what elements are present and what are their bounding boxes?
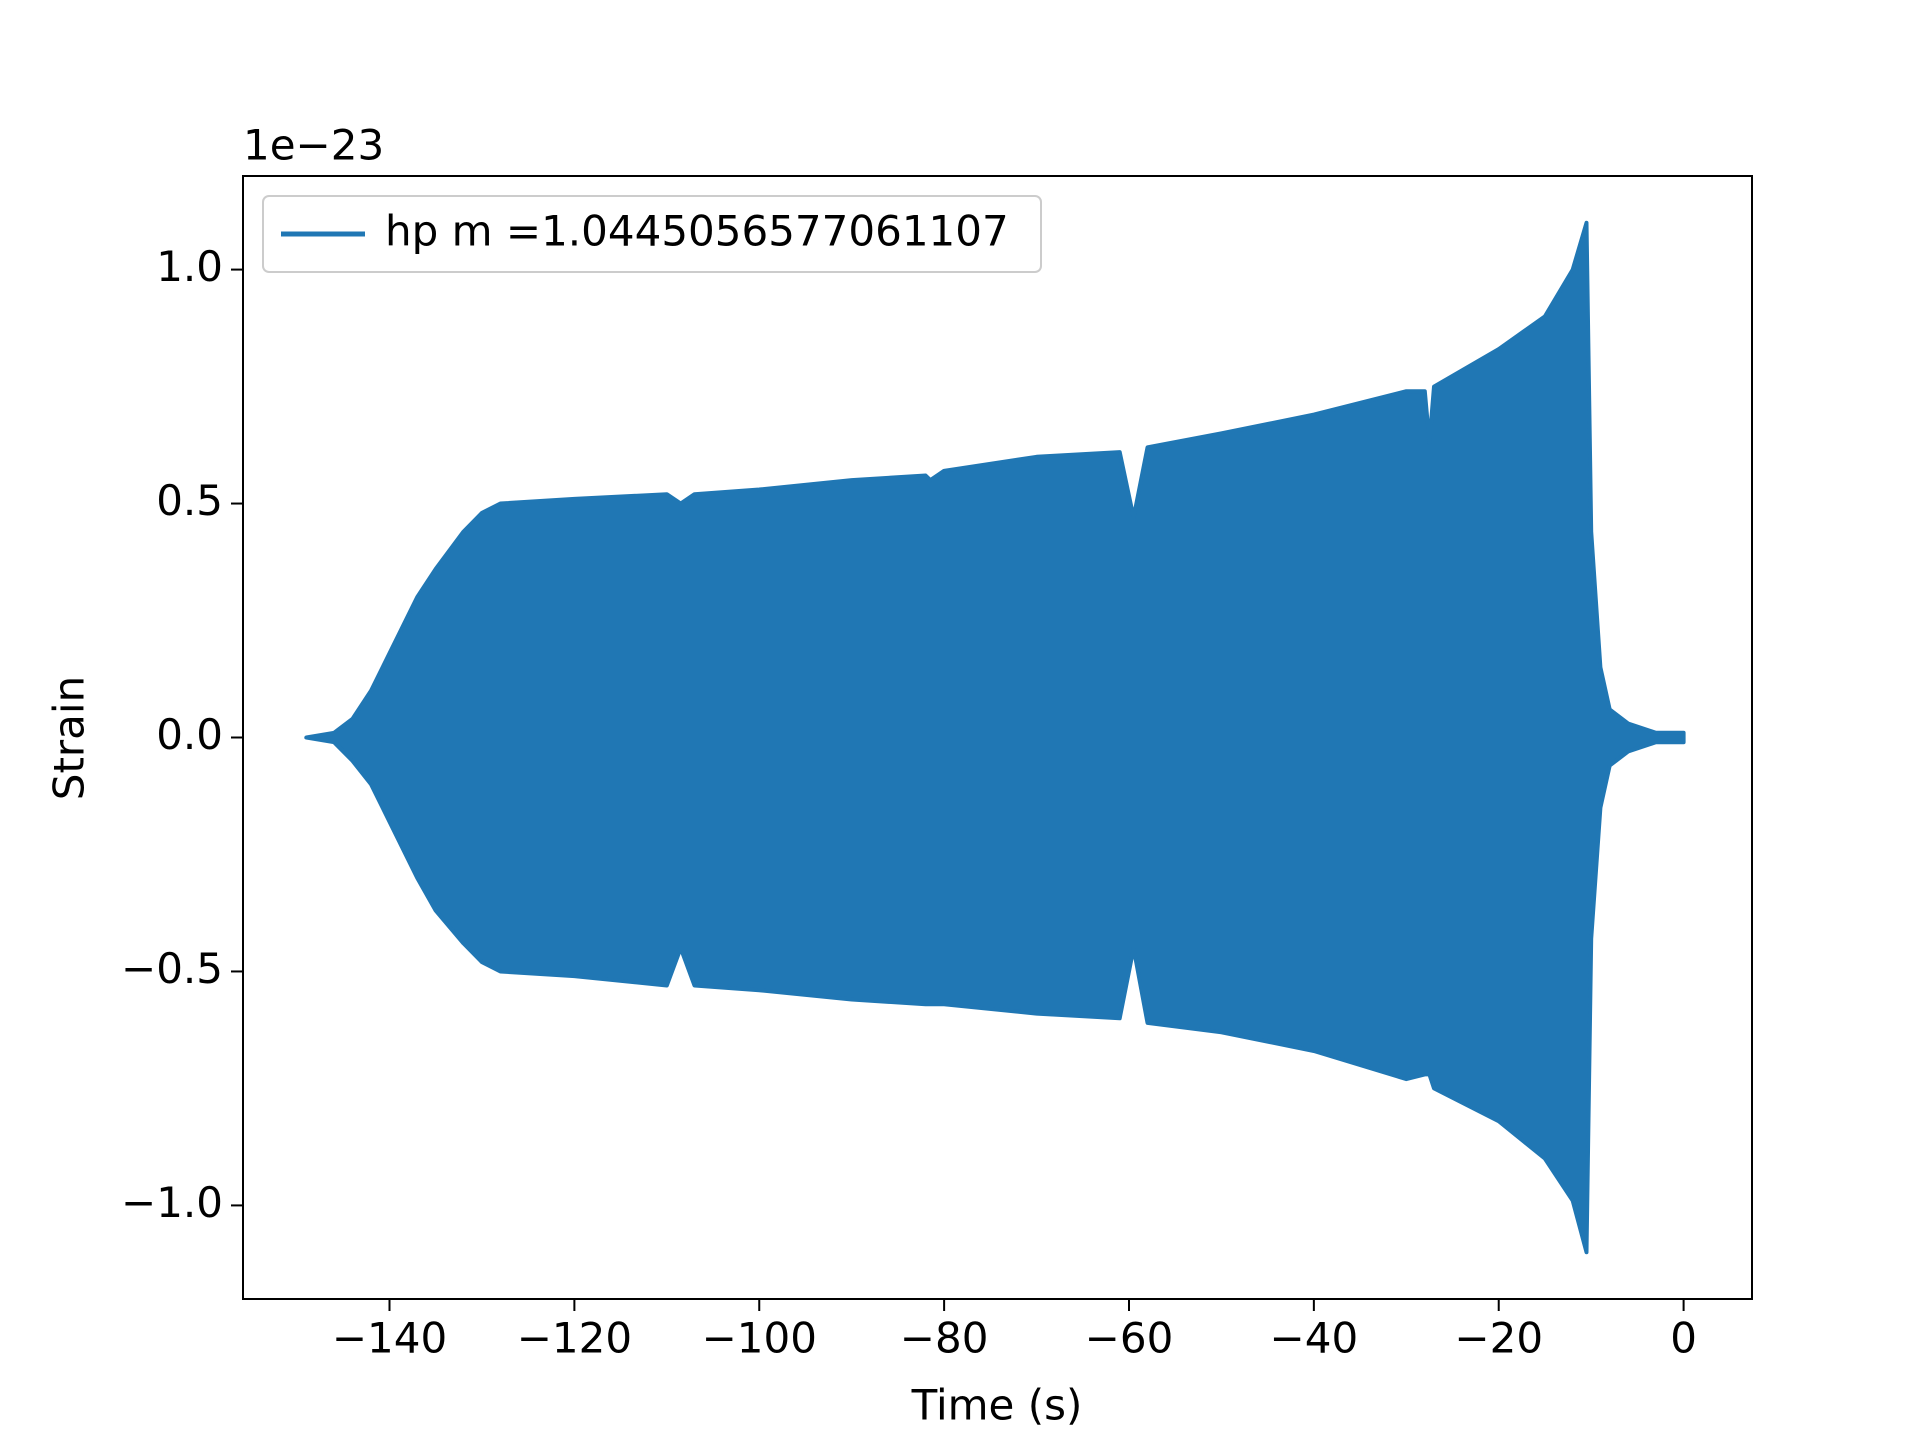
offset-text: 1e−23 xyxy=(243,121,384,170)
x-tick-label: −120 xyxy=(517,1314,632,1363)
x-tick-label: −60 xyxy=(1085,1314,1174,1363)
x-tick-label: −140 xyxy=(332,1314,447,1363)
x-tick-label: −100 xyxy=(702,1314,817,1363)
x-axis-label: Time (s) xyxy=(911,1381,1083,1430)
y-axis-label: Strain xyxy=(45,676,94,800)
y-tick-label: −0.5 xyxy=(121,944,223,993)
x-tick-label: −80 xyxy=(900,1314,989,1363)
x-tick-label: −40 xyxy=(1270,1314,1359,1363)
y-tick-label: 0.0 xyxy=(156,710,223,759)
y-tick-label: 1.0 xyxy=(156,242,223,291)
x-tick-label: 0 xyxy=(1670,1314,1697,1363)
y-tick-label: −1.0 xyxy=(121,1178,223,1227)
x-tick-label: −20 xyxy=(1454,1314,1543,1363)
y-tick-label: 0.5 xyxy=(156,476,223,525)
signal-band xyxy=(304,220,1686,1255)
legend-box xyxy=(262,195,1042,273)
legend-label: hp m =1.0445056577061107 xyxy=(385,207,1009,256)
